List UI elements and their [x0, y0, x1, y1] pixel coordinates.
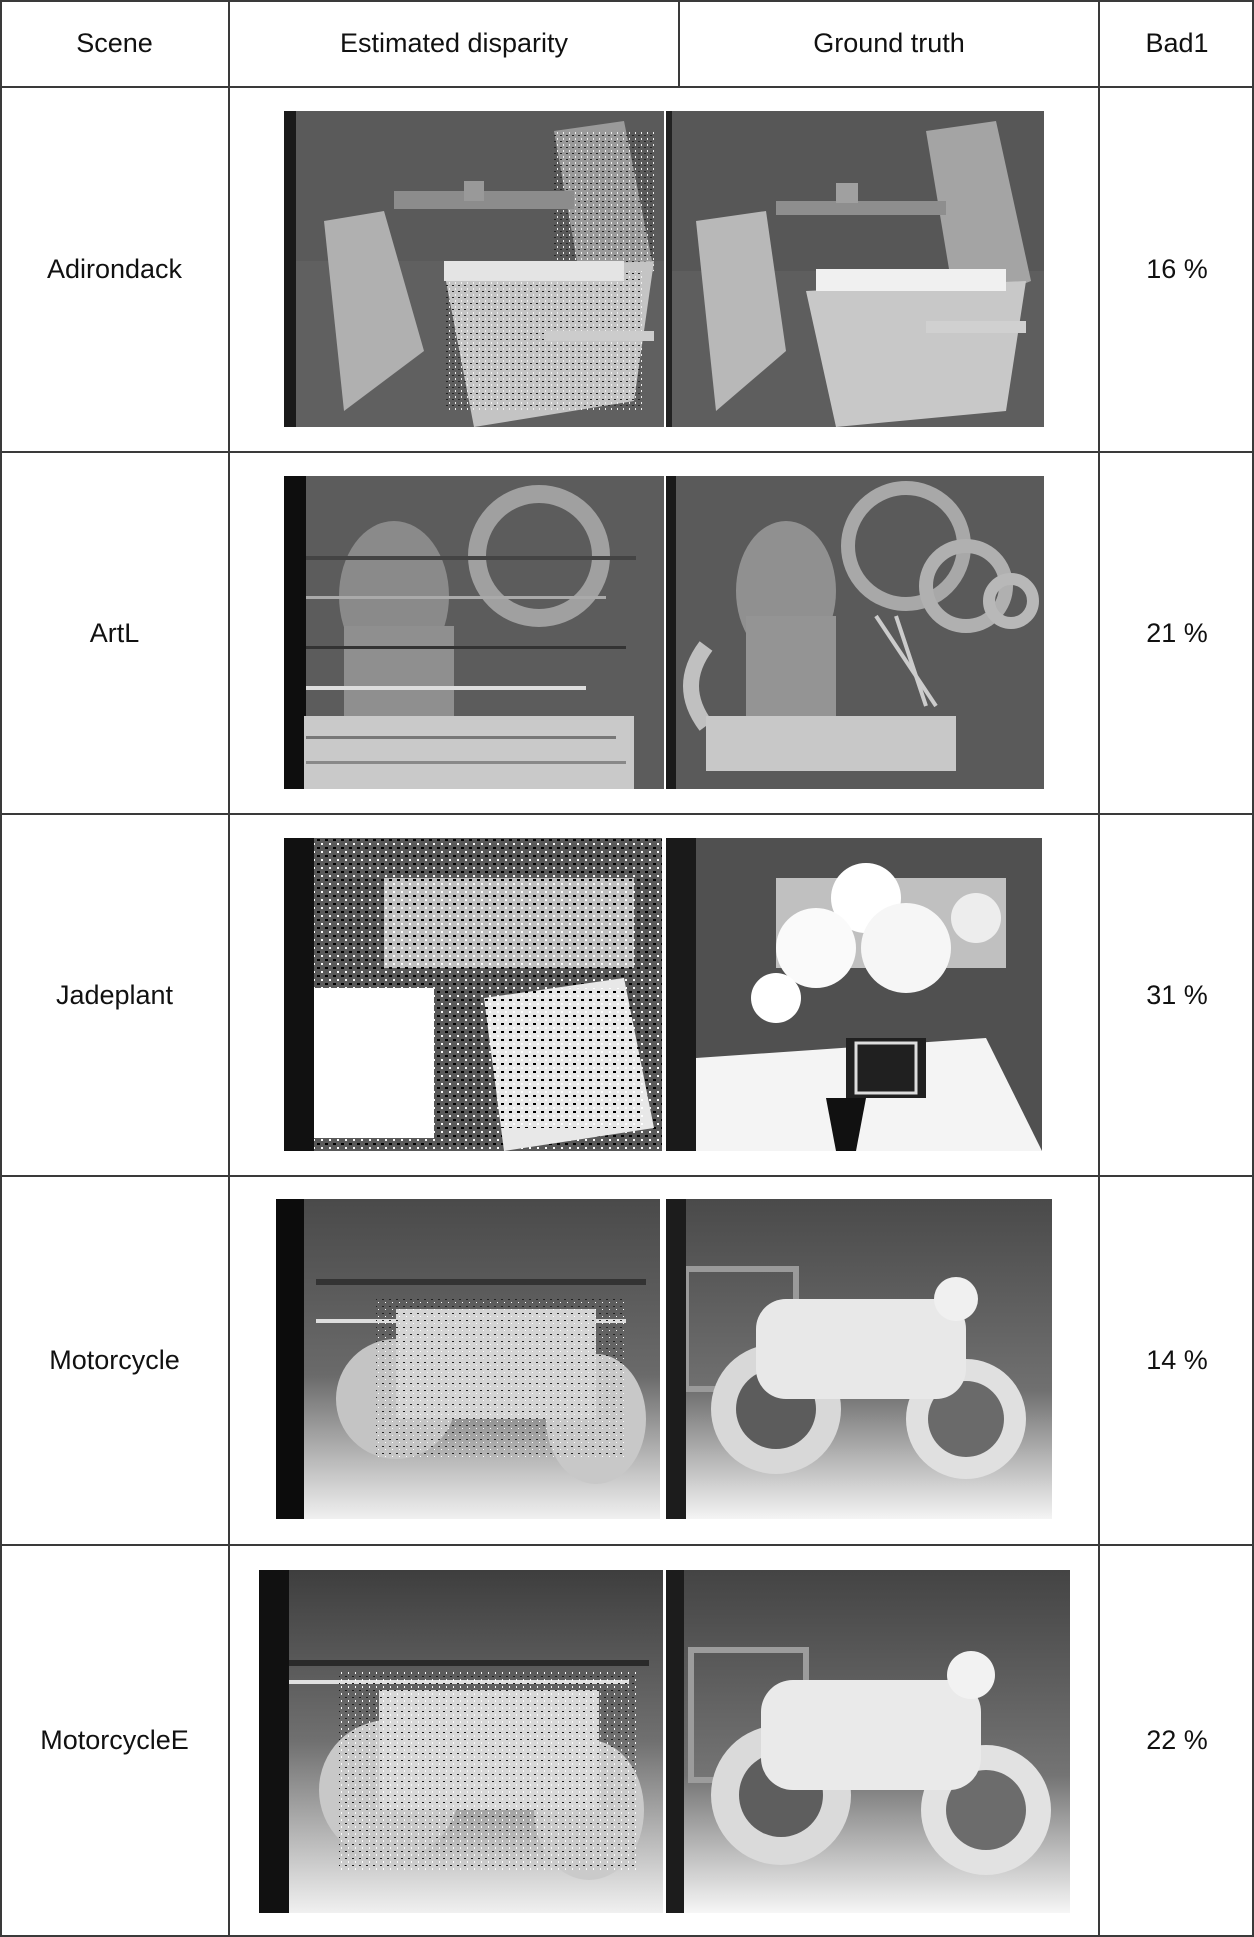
header-bad1: Bad1 — [1145, 28, 1209, 58]
ground-truth-image-artl — [666, 476, 1044, 789]
bad1-value-motorcycle: 14 % — [1146, 1345, 1208, 1375]
bad1-value-motorcyclee: 22 % — [1146, 1725, 1208, 1755]
bad1-value-artl: 21 % — [1146, 617, 1208, 648]
estimated-disparity-image-artl — [284, 476, 664, 789]
scene-label-motorcyclee: MotorcycleE — [40, 1725, 189, 1755]
header-scene: Scene — [76, 28, 153, 58]
header-ground-truth: Ground truth — [813, 28, 965, 58]
scene-label-adirondack: Adirondack — [46, 254, 183, 284]
ground-truth-image-adirondack — [666, 111, 1044, 427]
header-estimated-disparity: Estimated disparity — [339, 28, 569, 58]
scene-label-motorcycle: Motorcycle — [49, 1345, 180, 1375]
ground-truth-image-jadeplant — [666, 838, 1042, 1151]
ground-truth-image-motorcycle — [666, 1199, 1052, 1519]
ground-truth-image-motorcyclee — [666, 1570, 1070, 1913]
estimated-disparity-image-motorcycle — [276, 1199, 660, 1519]
scene-label-artl: ArtL — [89, 617, 140, 648]
estimated-disparity-image-motorcyclee — [259, 1570, 663, 1913]
estimated-disparity-image-adirondack — [284, 111, 664, 427]
bad1-value-adirondack: 16 % — [1146, 254, 1208, 284]
scene-label-jadeplant: Jadeplant — [55, 979, 174, 1010]
bad1-value-jadeplant: 31 % — [1146, 979, 1208, 1010]
estimated-disparity-image-jadeplant — [284, 838, 662, 1151]
